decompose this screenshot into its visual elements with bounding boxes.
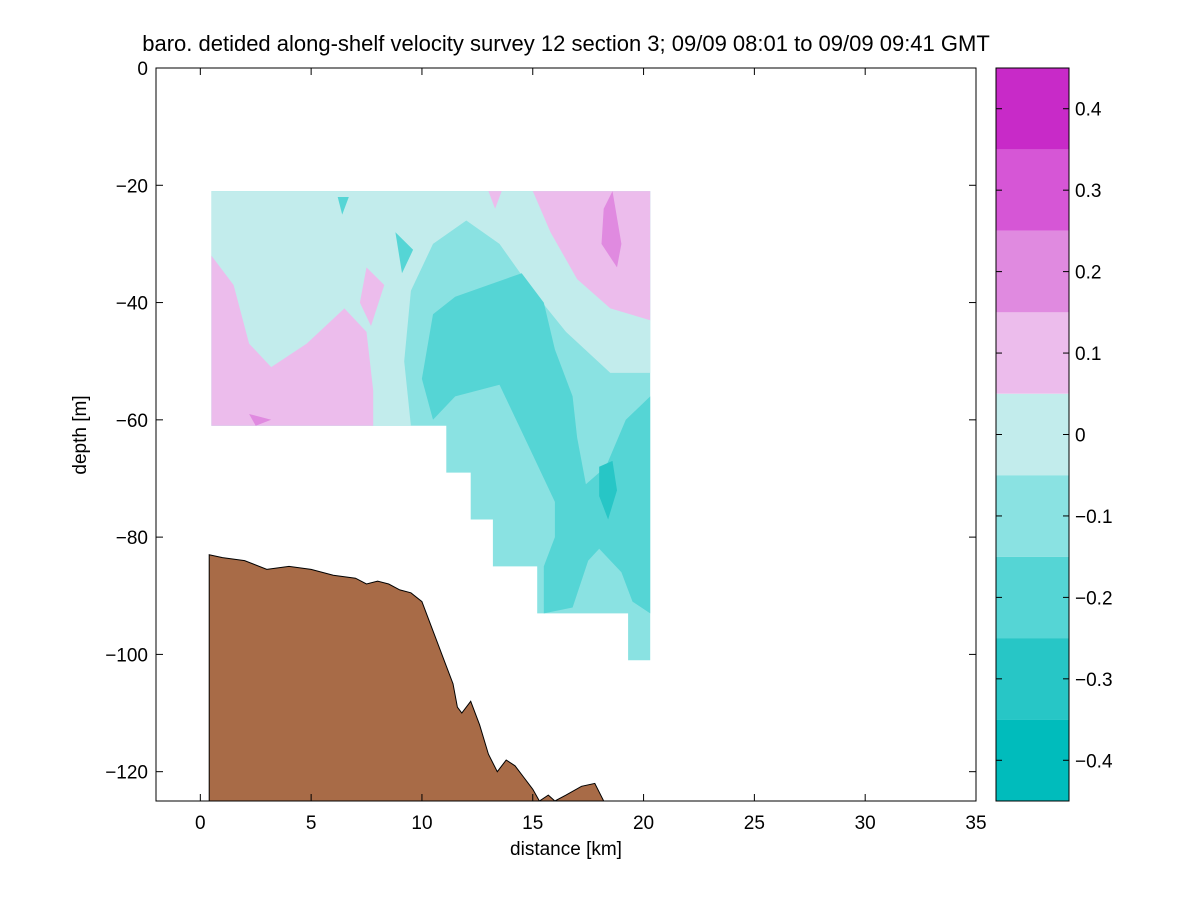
y-axis-label: depth [m]	[70, 395, 91, 474]
x-tick-label: 15	[522, 813, 543, 834]
velocity-region-2	[211, 255, 374, 426]
colorbar-tick-label: −0.3	[1075, 670, 1113, 691]
y-tick-label: −60	[116, 411, 148, 432]
velocity-region-9	[337, 197, 349, 215]
colorbar-band	[996, 230, 1069, 313]
seafloor-bathymetry	[208, 554, 605, 801]
y-tick-label: −100	[105, 645, 148, 666]
colorbar-band	[996, 638, 1069, 720]
colorbar-tick-label: −0.4	[1075, 751, 1113, 772]
colorbar-band	[996, 556, 1069, 639]
y-tick-label: −40	[116, 294, 148, 315]
colorbar-band	[996, 68, 1069, 150]
colorbar-ticks: −0.4 −0.3 −0.2 −0.1 0 0.1 0.2 0.3 0.4	[996, 100, 1113, 772]
colorbar-tick-label: 0.2	[1075, 263, 1101, 284]
chart-title: baro. detided along-shelf velocity surve…	[142, 31, 990, 56]
velocity-region-8	[421, 273, 651, 614]
y-tick-label: −120	[105, 763, 148, 784]
colorbar-bands	[996, 68, 1069, 801]
colorbar: −0.4 −0.3 −0.2 −0.1 0 0.1 0.2 0.3 0.4	[995, 67, 1113, 802]
velocity-contours	[211, 191, 651, 661]
x-tick-label: 0	[195, 813, 206, 834]
y-tick-label: −20	[116, 176, 148, 197]
velocity-region-11	[599, 460, 617, 520]
y-tick-label: 0	[137, 59, 148, 80]
x-axis-ticks: 0 5 10 15 20 25 30 35	[195, 68, 987, 834]
colorbar-band	[996, 149, 1069, 231]
plot-frame	[155, 67, 977, 802]
x-tick-label: 20	[633, 813, 654, 834]
y-tick-label: −80	[116, 528, 148, 549]
x-tick-label: 30	[855, 813, 876, 834]
colorbar-tick-label: 0	[1075, 426, 1086, 447]
y-axis-ticks: 0 −20 −40 −60 −80 −100 −120	[105, 59, 976, 784]
colorbar-tick-label: −0.2	[1075, 588, 1113, 609]
colorbar-tick-label: 0.4	[1075, 100, 1102, 121]
velocity-region-5	[359, 267, 385, 326]
velocity-region-4	[488, 191, 502, 209]
colorbar-tick-label: −0.1	[1075, 507, 1113, 528]
colorbar-tick-label: 0.3	[1075, 181, 1101, 202]
colorbar-band	[996, 719, 1069, 801]
x-tick-label: 35	[965, 813, 986, 834]
colorbar-band	[996, 475, 1069, 557]
seafloor-layer	[208, 554, 605, 801]
x-tick-label: 10	[411, 813, 432, 834]
velocity-region-10	[395, 232, 414, 274]
x-tick-label: 5	[306, 813, 317, 834]
colorbar-tick-label: 0.1	[1075, 344, 1101, 365]
colorbar-band	[996, 393, 1069, 476]
velocity-region-6	[601, 191, 622, 268]
colorbar-band	[996, 312, 1069, 394]
velocity-region-7	[249, 414, 272, 426]
velocity-region-3	[532, 191, 651, 321]
x-tick-label: 25	[744, 813, 765, 834]
plot-area: 0 5 10 15 20 25 30 35 0 −20 −40 −60 −80 −100 −120	[105, 59, 986, 834]
x-axis-label: distance [km]	[510, 839, 622, 860]
